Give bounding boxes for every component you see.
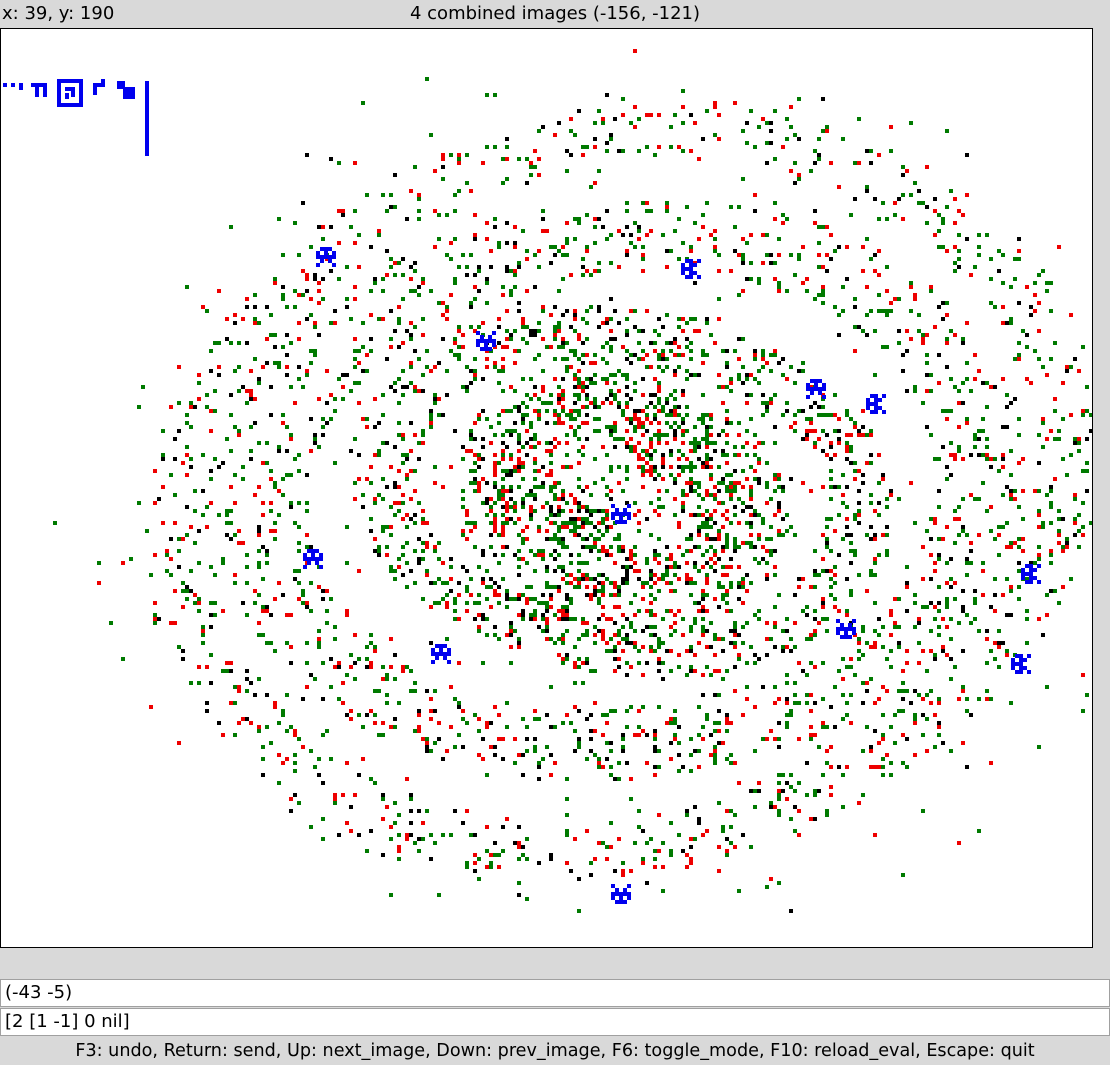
top-left-glyph-strip [3,79,149,156]
status-bar: x: 39, y: 190 4 combined images (-156, -… [0,0,1110,28]
glyph-sprite [1011,654,1031,674]
glyph-sprite [836,619,856,639]
glyph-sprite [866,394,886,414]
galaxy-pixel-canvas[interactable] [1,29,1093,948]
input-line-coords[interactable]: (-43 -5) [0,979,1110,1007]
glyph-sprites-layer [303,247,1041,904]
glyph-sprite [303,549,323,569]
image-canvas[interactable] [0,28,1093,948]
glyph-sprite [611,884,631,904]
glyph-sprite [431,644,451,664]
glyph-sprite [681,259,701,279]
pixel-dots-layer [53,49,1092,913]
glyph-sprite [806,379,826,399]
glyph-sprite [611,504,631,524]
cursor-coordinates: x: 39, y: 190 [2,3,115,24]
keyboard-help-bar: F3: undo, Return: send, Up: next_image, … [75,1041,1035,1061]
glyph-sprite [1021,564,1041,584]
glyph-sprite [476,331,496,351]
image-title: 4 combined images (-156, -121) [409,3,701,24]
glyph-sprite [316,247,336,267]
input-line-state[interactable]: [2 [1 -1] 0 nil] [0,1008,1110,1036]
